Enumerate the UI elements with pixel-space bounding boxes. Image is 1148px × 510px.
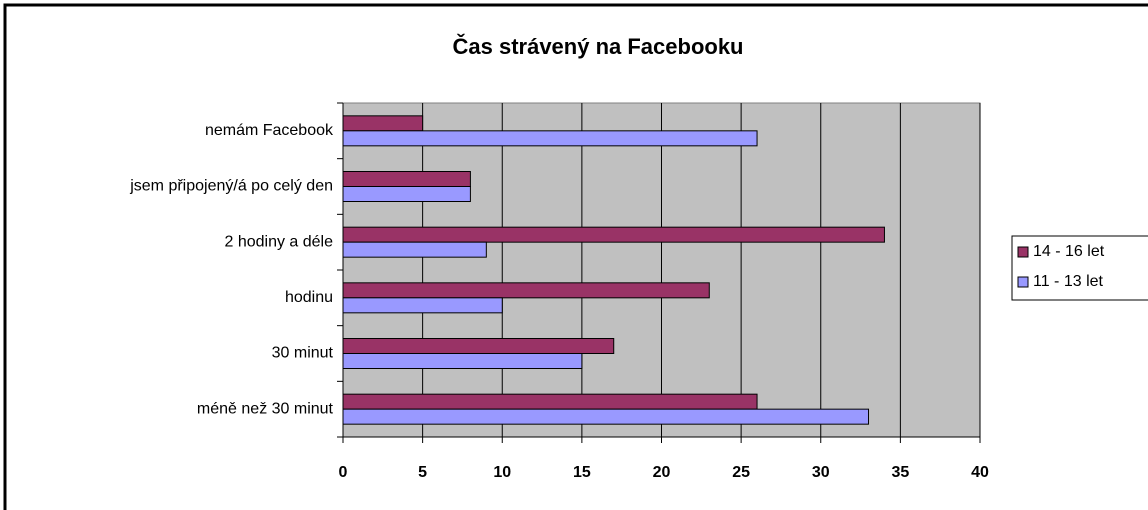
bar	[342, 226, 885, 243]
legend-label: 14 - 16 let	[1033, 243, 1105, 260]
y-tick-label: méně než 30 minut	[197, 400, 334, 417]
bar	[342, 408, 870, 425]
bar	[342, 297, 503, 314]
chart-title: Čas strávený na Facebooku	[452, 34, 743, 59]
x-tick-label: 10	[493, 464, 511, 481]
x-tick-label: 25	[732, 464, 750, 481]
bar	[342, 282, 710, 299]
x-tick-label: 5	[418, 464, 427, 481]
y-tick-label: 30 minut	[272, 345, 334, 362]
y-tick-label: nemám Facebook	[205, 122, 334, 139]
y-tick-label: jsem připojený/á po celý den	[129, 178, 333, 195]
bar	[342, 115, 424, 132]
x-tick-label: 0	[339, 464, 348, 481]
x-tick-label: 40	[971, 464, 989, 481]
bar	[342, 338, 615, 354]
bar	[342, 241, 487, 258]
bar	[342, 393, 758, 410]
x-tick-label: 35	[891, 464, 909, 481]
bar	[342, 353, 583, 369]
legend-label: 11 - 13 let	[1033, 273, 1104, 290]
x-tick-label: 15	[573, 464, 591, 481]
x-tick-label: 30	[812, 464, 830, 481]
bar	[342, 130, 758, 147]
y-tick-label: 2 hodiny a déle	[224, 233, 333, 250]
y-tick-label: hodinu	[285, 289, 333, 306]
legend-swatch	[1017, 276, 1029, 288]
x-tick-label: 20	[653, 464, 671, 481]
legend	[1011, 235, 1148, 301]
bar	[342, 186, 471, 202]
bar	[342, 171, 471, 187]
legend-swatch	[1017, 246, 1029, 258]
